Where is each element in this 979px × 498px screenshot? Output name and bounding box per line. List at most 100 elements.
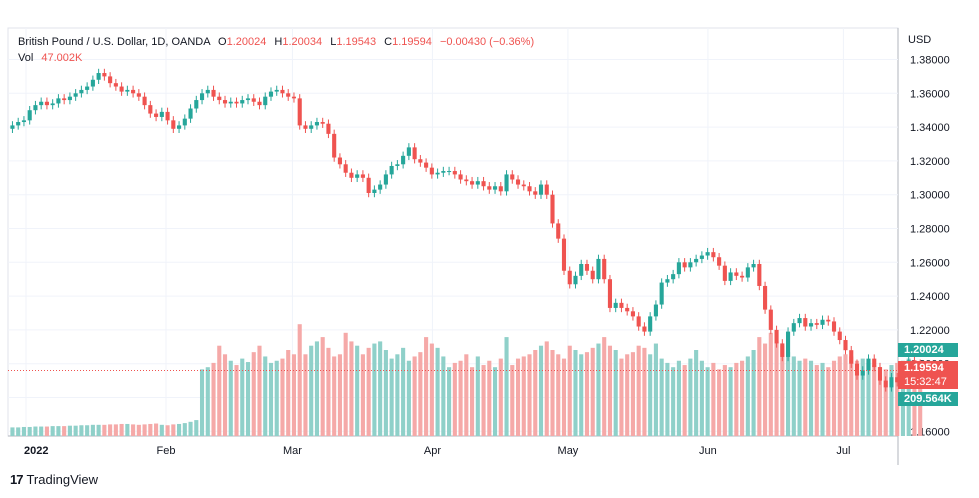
- candle-body: [418, 159, 423, 163]
- candle-body: [447, 171, 452, 173]
- volume-bar: [510, 365, 515, 436]
- candle-body: [136, 93, 141, 97]
- candle-body: [429, 167, 434, 175]
- candle-body: [62, 98, 67, 101]
- open-value: 1.20024: [226, 36, 267, 48]
- volume-bar: [366, 347, 371, 436]
- volume-bar: [136, 424, 141, 436]
- candle-body: [642, 326, 647, 332]
- candle-body: [39, 101, 44, 106]
- candle-body: [44, 101, 49, 106]
- candle-body: [533, 191, 538, 195]
- x-tick-label: Jul: [836, 445, 850, 457]
- candle-body: [171, 120, 176, 129]
- candle-body: [332, 133, 337, 158]
- volume-bar: [39, 426, 44, 436]
- brand-name: TradingView: [26, 472, 99, 487]
- volume-bar: [412, 356, 417, 436]
- candle-body: [131, 89, 136, 94]
- volume-bar: [538, 345, 544, 436]
- candle-body: [722, 265, 727, 281]
- volume-bar: [177, 423, 182, 436]
- candle-body: [768, 309, 773, 330]
- volume-bar: [125, 423, 130, 436]
- volume-bar: [659, 358, 664, 436]
- volume-bar: [171, 424, 176, 436]
- volume-bar: [148, 423, 153, 436]
- candle-body: [343, 164, 348, 173]
- candle-body: [401, 155, 406, 165]
- candle-body: [487, 186, 492, 190]
- volume-bar: [303, 354, 308, 436]
- volume-bar: [424, 337, 429, 436]
- candle-body: [808, 323, 814, 327]
- x-tick-label: Mar: [283, 445, 302, 457]
- candle-body: [452, 171, 457, 175]
- candle-body: [602, 258, 607, 280]
- volume-bar: [401, 347, 406, 436]
- volume-bar: [108, 424, 113, 436]
- candle-body: [671, 274, 676, 280]
- volume-bar: [567, 345, 572, 436]
- volume-bar: [291, 354, 297, 436]
- volume-bar: [337, 354, 342, 436]
- candle-body: [860, 370, 865, 376]
- candle-body: [705, 252, 710, 256]
- candle-body: [73, 93, 78, 97]
- candle-body: [10, 125, 15, 129]
- x-tick-label: May: [558, 445, 579, 457]
- candle-body: [154, 113, 159, 117]
- volume-badge: 209.564K: [898, 392, 958, 406]
- candle-body: [211, 89, 216, 97]
- volume-bar: [464, 354, 469, 436]
- candle-body: [366, 177, 371, 194]
- volume-bar: [642, 347, 647, 436]
- volume-bar: [50, 426, 55, 436]
- volume-bar: [831, 360, 837, 436]
- volume-bar: [165, 425, 170, 436]
- volume-bar: [222, 354, 228, 436]
- candle-body: [492, 186, 498, 190]
- candle-body: [780, 343, 785, 357]
- volume-bar: [544, 341, 549, 436]
- candle-body: [877, 367, 883, 381]
- volume-bar: [217, 345, 222, 436]
- candle-body: [108, 76, 113, 84]
- candle-body: [96, 73, 101, 80]
- volume-bar: [343, 332, 348, 436]
- volume-bar: [314, 341, 320, 436]
- y-tick-label: 1.30000: [910, 190, 950, 202]
- volume-bar: [763, 343, 768, 436]
- candle-body: [763, 285, 768, 310]
- volume-bar: [154, 423, 159, 436]
- candle-body: [355, 174, 360, 178]
- candle-body: [326, 123, 331, 134]
- volume-bar: [877, 367, 883, 436]
- candle-body: [177, 125, 182, 129]
- candle-body: [556, 223, 561, 239]
- volume-bar: [613, 350, 618, 436]
- candle-body: [148, 105, 153, 114]
- candle-body: [636, 316, 641, 327]
- volume-bar: [62, 426, 67, 436]
- candle-body: [521, 184, 526, 187]
- candle-body: [682, 262, 687, 268]
- change-value: −0.00430 (−0.36%): [439, 36, 535, 48]
- candle-body: [694, 258, 699, 263]
- volume-bar: [44, 426, 49, 436]
- tradingview-brand[interactable]: 17 TradingView: [10, 472, 98, 487]
- volume-bar: [85, 425, 90, 436]
- volume-bar: [797, 360, 802, 436]
- candle-body: [395, 164, 400, 166]
- volume-bar: [556, 354, 561, 436]
- volume-bar: [791, 356, 796, 436]
- volume-bar: [722, 365, 727, 436]
- chart-legend: British Pound / U.S. Dollar, 1D, OANDA O…: [18, 34, 534, 66]
- candle-body: [791, 323, 796, 332]
- volume-bar: [73, 425, 78, 436]
- candle-body: [561, 238, 567, 271]
- volume-bar: [182, 423, 187, 436]
- volume-bar: [481, 365, 486, 436]
- high-key: H: [274, 36, 283, 48]
